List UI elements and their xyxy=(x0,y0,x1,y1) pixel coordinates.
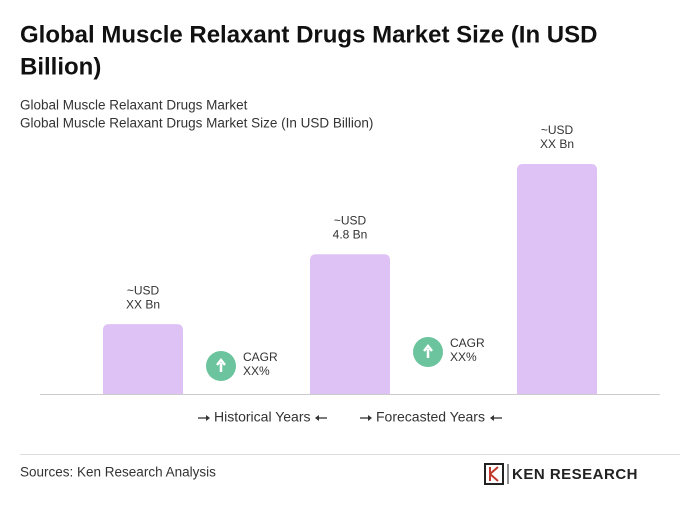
chart-title: Global Muscle Relaxant Drugs Market Size… xyxy=(20,21,597,48)
bar xyxy=(310,254,390,394)
cagr-label: XX% xyxy=(243,364,270,378)
value-label: XX Bn xyxy=(126,297,160,311)
value-label: XX Bn xyxy=(540,137,574,151)
cagr-arrow xyxy=(423,343,433,358)
brand-logo xyxy=(484,463,509,485)
cagr-arrow xyxy=(216,357,226,372)
bar xyxy=(517,164,597,394)
subtitle: Global Muscle Relaxant Drugs Market Size… xyxy=(20,116,373,131)
cagr-label: XX% xyxy=(450,350,477,364)
value-label: ~USD xyxy=(541,123,574,137)
bar xyxy=(103,324,183,394)
value-label: ~USD xyxy=(334,213,367,227)
period-label: Historical Years xyxy=(214,409,311,425)
source: Sources: Ken Research Analysis xyxy=(20,465,216,480)
cagr-label: CAGR xyxy=(450,336,485,350)
cagr-label: CAGR xyxy=(243,350,278,364)
subtitle: Global Muscle Relaxant Drugs Market xyxy=(20,98,248,113)
legend-arrows xyxy=(198,415,502,421)
period-label: Forecasted Years xyxy=(376,409,485,425)
chart-title: Billion) xyxy=(20,53,101,80)
value-label: 4.8 Bn xyxy=(333,227,368,241)
value-label: ~USD xyxy=(127,283,160,297)
brand: KEN RESEARCH xyxy=(512,466,638,483)
